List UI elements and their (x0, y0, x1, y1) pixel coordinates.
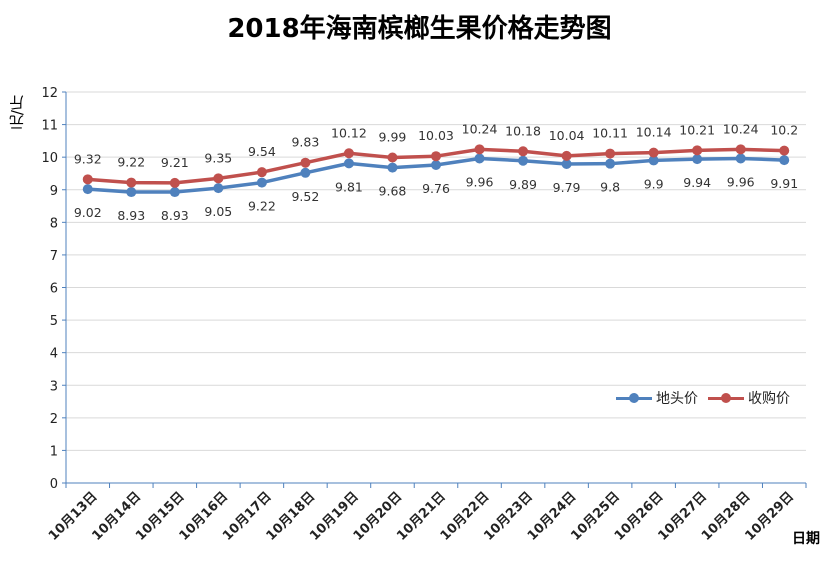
data-label-series-1: 10.12 (331, 125, 367, 140)
data-point-series-1 (387, 152, 398, 163)
data-point-series-0 (735, 153, 746, 164)
data-label-series-0: 8.93 (117, 208, 145, 223)
y-tick-label: 3 (50, 379, 58, 394)
chart-title: 2018年海南槟榔生果价格走势图 (227, 14, 612, 44)
data-point-series-0 (169, 187, 180, 198)
data-label-series-0: 9.81 (335, 179, 363, 194)
legend: 地头价 收购价 (616, 388, 790, 408)
data-point-series-1 (692, 145, 703, 156)
y-tick-label: 7 (50, 249, 58, 264)
data-label-series-0: 9.52 (291, 189, 319, 204)
y-tick-label: 8 (50, 216, 58, 231)
data-label-series-1: 10.03 (418, 128, 454, 143)
data-label-series-1: 10.24 (723, 121, 759, 136)
data-point-series-1 (169, 177, 180, 188)
data-label-series-0: 9.96 (466, 174, 494, 189)
y-tick-label: 12 (41, 86, 58, 101)
legend-label-series-1: 收购价 (748, 391, 790, 407)
data-label-series-0: 9.9 (644, 176, 664, 191)
data-label-series-1: 10.04 (549, 128, 585, 143)
legend-swatch-series-1 (708, 390, 744, 406)
y-tick-label: 1 (50, 444, 58, 459)
data-point-series-1 (256, 167, 267, 178)
data-point-series-0 (474, 153, 485, 164)
data-label-series-0: 9.76 (422, 181, 450, 196)
data-point-series-0 (692, 154, 703, 165)
data-label-series-1: 9.35 (204, 150, 232, 165)
y-tick-label: 11 (41, 119, 58, 134)
data-label-series-1: 9.83 (291, 135, 319, 150)
data-label-series-0: 9.22 (248, 199, 276, 214)
data-label-series-0: 9.05 (204, 204, 232, 219)
data-point-series-1 (518, 146, 529, 157)
data-label-series-1: 10.2 (770, 123, 798, 138)
data-point-series-1 (561, 150, 572, 161)
legend-swatch-series-0 (616, 390, 652, 406)
data-point-series-1 (431, 151, 441, 162)
data-label-series-0: 9.89 (509, 177, 537, 192)
data-point-series-1 (735, 144, 746, 155)
data-label-series-0: 8.93 (161, 208, 189, 223)
data-label-series-0: 9.91 (770, 176, 798, 191)
data-label-series-1: 10.11 (592, 126, 628, 141)
data-label-series-1: 9.99 (379, 129, 407, 144)
legend-item-series-0: 地头价 (616, 388, 698, 408)
data-point-series-1 (343, 148, 354, 159)
data-point-series-1 (648, 147, 659, 158)
data-point-series-0 (213, 183, 224, 194)
data-point-series-0 (387, 162, 398, 173)
data-point-series-1 (82, 174, 93, 185)
data-point-series-1 (213, 173, 224, 184)
y-tick-label: 0 (50, 477, 58, 492)
data-label-series-0: 9.8 (600, 180, 620, 195)
x-axis-label: 日期 (792, 531, 820, 547)
data-point-series-0 (126, 187, 137, 198)
data-point-series-0 (300, 167, 311, 178)
data-label-series-1: 9.54 (248, 144, 276, 159)
y-tick-label: 5 (50, 314, 58, 329)
data-label-series-0: 9.68 (379, 184, 407, 199)
y-tick-label: 9 (50, 184, 58, 199)
data-label-series-1: 9.22 (117, 155, 145, 170)
y-tick-label: 10 (41, 151, 58, 166)
data-label-series-1: 9.32 (74, 151, 102, 166)
y-tick-label: 4 (50, 347, 58, 362)
data-label-series-0: 9.94 (683, 175, 711, 190)
legend-item-series-1: 收购价 (708, 388, 790, 408)
data-point-series-1 (474, 144, 485, 155)
data-label-series-1: 10.21 (679, 122, 715, 137)
data-point-series-1 (126, 177, 137, 188)
legend-label-series-0: 地头价 (656, 391, 698, 407)
data-point-series-0 (648, 155, 659, 166)
data-point-series-0 (605, 158, 616, 169)
data-point-series-0 (82, 184, 93, 195)
data-point-series-1 (300, 157, 311, 168)
y-tick-label: 2 (50, 412, 58, 427)
data-point-series-0 (779, 155, 790, 166)
data-point-series-1 (779, 145, 790, 156)
data-point-series-1 (605, 148, 616, 159)
data-label-series-1: 10.14 (636, 125, 672, 140)
data-label-series-1: 9.21 (161, 155, 189, 170)
data-label-series-1: 10.18 (505, 123, 541, 138)
data-point-series-0 (256, 177, 267, 188)
data-point-series-0 (431, 159, 441, 170)
data-label-series-0: 9.02 (74, 205, 102, 220)
data-label-series-0: 9.96 (727, 174, 755, 189)
data-point-series-0 (561, 159, 572, 170)
data-point-series-0 (518, 155, 529, 166)
data-label-series-1: 10.24 (462, 121, 498, 136)
data-label-series-0: 9.79 (553, 180, 581, 195)
data-point-series-0 (343, 158, 354, 169)
y-tick-label: 6 (50, 282, 58, 297)
